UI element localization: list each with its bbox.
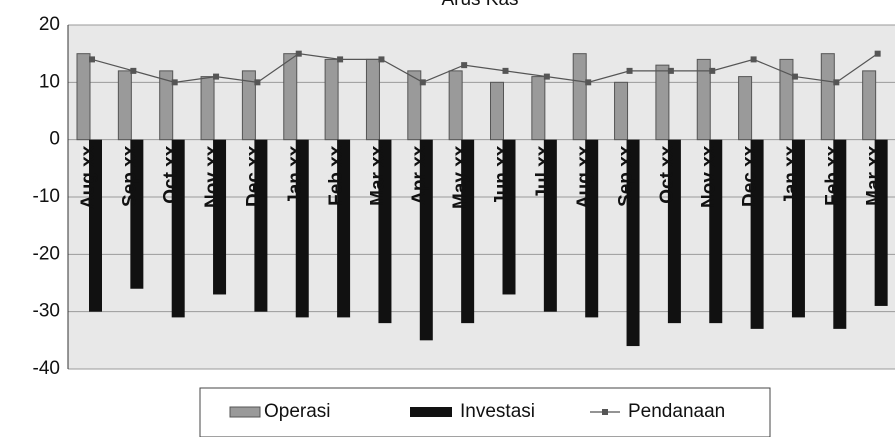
bar	[337, 139, 351, 318]
bar	[407, 70, 422, 141]
point	[378, 56, 385, 63]
bar	[820, 53, 835, 141]
point	[791, 73, 798, 80]
y-tick-label: -20	[33, 243, 60, 264]
bar	[531, 76, 546, 141]
point	[585, 79, 592, 86]
bar	[750, 139, 764, 329]
bar	[655, 64, 670, 141]
bar	[862, 70, 877, 141]
x-tick-label: Jan xx	[781, 145, 802, 205]
chart-title: Arus Kas	[441, 0, 518, 10]
point	[295, 50, 302, 57]
bar	[130, 139, 144, 289]
x-tick-label: Nov xx	[698, 145, 719, 208]
bar	[241, 70, 256, 141]
legend-box	[199, 387, 771, 437]
x-tick-label: Mar xx	[367, 145, 388, 206]
legend-label: Investasi	[460, 401, 535, 422]
x-tick-label: Oct xx	[161, 145, 182, 204]
legend-label: Pendanaan	[628, 401, 725, 422]
x-tick-label: Sep xx	[119, 145, 140, 207]
y-tick-label: 10	[39, 71, 60, 92]
point	[337, 56, 344, 63]
bar	[490, 81, 504, 141]
point	[419, 79, 426, 86]
bar	[89, 139, 102, 312]
point	[213, 73, 220, 80]
point	[750, 56, 757, 63]
bar	[874, 139, 888, 306]
bar	[365, 58, 380, 141]
bar	[502, 139, 516, 295]
y-tick-label: 20	[39, 14, 60, 35]
x-tick-label: Jan xx	[285, 145, 306, 205]
legend-label: Operasi	[264, 401, 331, 422]
point	[171, 79, 178, 86]
x-tick-label: Feb xx	[326, 145, 347, 206]
bar	[461, 139, 475, 324]
point	[626, 67, 633, 74]
point	[543, 73, 550, 80]
bar	[324, 58, 339, 141]
point	[874, 50, 881, 57]
legend-swatch	[229, 406, 261, 418]
legend-swatch	[410, 407, 452, 417]
bar	[254, 139, 268, 312]
bar	[709, 139, 723, 324]
x-tick-label: Sep xx	[616, 145, 637, 207]
point	[89, 56, 95, 63]
bar	[213, 139, 227, 295]
bar	[448, 70, 463, 141]
bar	[779, 58, 794, 141]
bar	[283, 53, 298, 141]
point	[254, 79, 261, 86]
bar	[295, 139, 309, 318]
bar	[76, 53, 91, 141]
bar	[159, 70, 174, 141]
point	[667, 67, 674, 74]
point	[502, 67, 509, 74]
bar	[614, 81, 629, 141]
x-tick-label: Feb xx	[822, 145, 843, 206]
bar	[171, 139, 185, 318]
x-tick-label: Apr xx	[409, 145, 430, 205]
bar	[696, 58, 711, 141]
bar	[667, 139, 681, 324]
point	[130, 67, 137, 74]
point	[461, 62, 468, 69]
bar	[791, 139, 805, 318]
x-tick-label: Nov xx	[202, 145, 223, 208]
bar	[738, 76, 753, 141]
x-tick-label: Mar xx	[864, 145, 885, 206]
y-tick-label: -10	[33, 186, 60, 207]
x-tick-label: May xx	[450, 145, 471, 209]
bar	[626, 139, 640, 347]
bar	[572, 53, 587, 141]
bar	[833, 139, 847, 329]
line	[91, 53, 878, 83]
y-tick-label: -40	[33, 358, 60, 379]
y-tick-label: 0	[49, 129, 60, 150]
x-tick-label: Oct xx	[657, 145, 678, 204]
x-tick-label: Aug xx	[574, 145, 595, 209]
bar	[200, 76, 215, 141]
bar	[117, 70, 132, 141]
x-tick-label: Aug xx	[78, 145, 99, 209]
y-tick-label: -30	[33, 301, 60, 322]
x-tick-label: Jun xx	[492, 145, 513, 206]
bar	[419, 139, 433, 341]
point	[709, 67, 716, 74]
x-tick-label: Dec xx	[243, 145, 264, 207]
bar	[543, 139, 557, 312]
point	[833, 79, 840, 86]
bar	[585, 139, 599, 318]
legend-swatch	[602, 409, 608, 415]
x-tick-label: Dec xx	[740, 145, 761, 207]
x-tick-label: Jul xx	[533, 145, 554, 199]
bar	[378, 139, 392, 324]
